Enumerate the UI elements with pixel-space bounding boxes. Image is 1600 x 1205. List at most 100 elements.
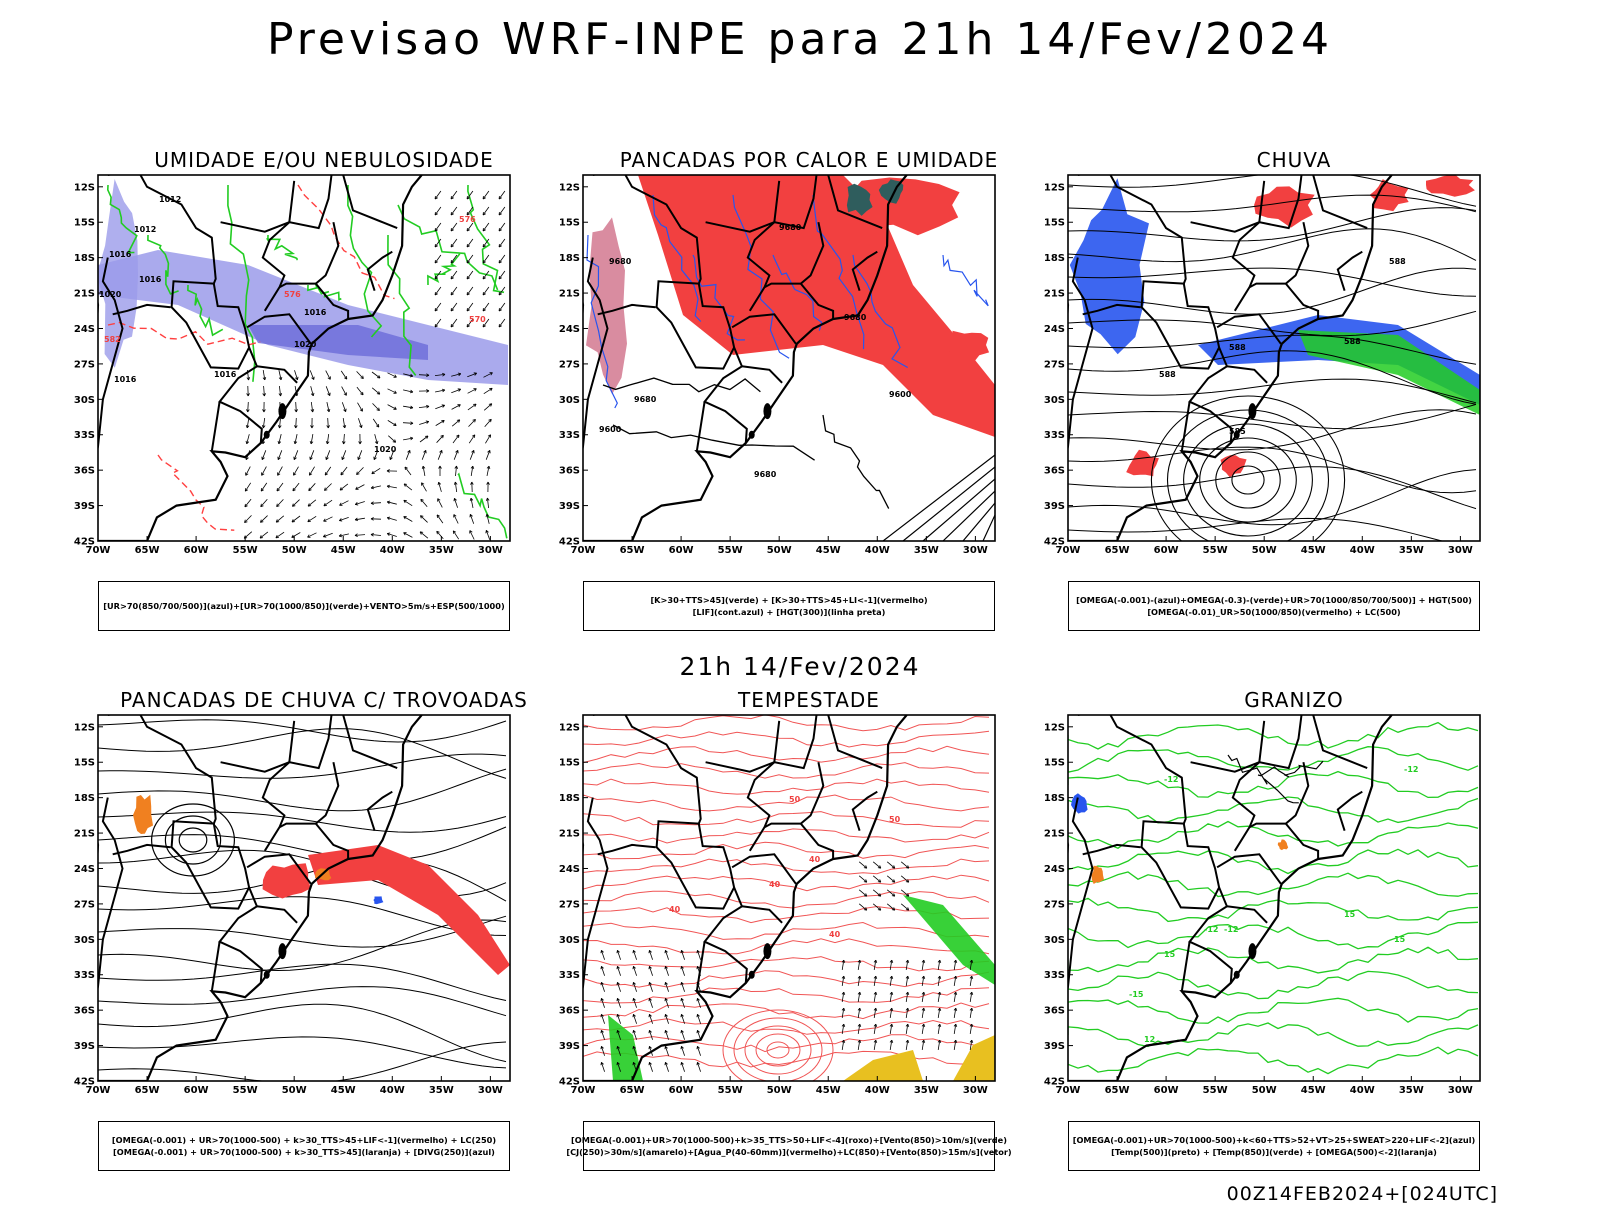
lat-tick-label: 12S [559,722,580,733]
map-chuva: 58858858858858512S15S18S21S24S27S30S33S3… [1044,172,1544,592]
lon-tick-label: 40W [1350,1085,1375,1096]
lagoa-mirim [264,431,270,439]
legend-line: [UR>70(850/700/500)](azul)+[UR>70(1000/8… [103,600,504,612]
lon-tick-label: 40W [1350,545,1375,556]
lon-tick-label: 45W [331,545,356,556]
lat-tick-label: 18S [559,253,580,264]
lon-tick-label: 50W [1252,1085,1277,1096]
lon-tick-label: 35W [914,1085,939,1096]
panel-title: PANCADAS DE CHUVA C/ TROVOADAS [74,688,574,712]
legend-line: [OMEGA(-0.001)-(azul)+OMEGA(-0.3)-(verde… [1076,594,1472,606]
lat-tick-label: 24S [74,324,95,335]
lat-tick-label: 15S [559,218,580,229]
lat-tick-label: 36S [74,466,95,477]
lon-tick-label: 50W [282,1085,307,1096]
lon-tick-label: 40W [865,545,890,556]
main-title: Previsao WRF-INPE para 21h 14/Fev/2024 [0,14,1600,65]
contour-label: 15 [1164,950,1176,959]
legend-line: [OMEGA(-0.001) + UR>70(1000-500) + k>30_… [113,1146,495,1158]
lat-tick-label: 27S [559,359,580,370]
map-background [583,715,995,1081]
lat-tick-label: 21S [559,289,580,300]
lon-tick-label: 35W [429,1085,454,1096]
contour-label: 1016 [214,370,237,379]
lagoa-dos-patos [1248,403,1256,419]
legend-line: [CJ(250)>30m/s](amarelo)+[Agua_P(40-60mm… [566,1146,1011,1158]
lon-tick-label: 70W [86,545,111,556]
lon-tick-label: 65W [620,1085,645,1096]
lat-tick-label: 39S [559,1041,580,1052]
lon-tick-label: 35W [1399,1085,1424,1096]
lon-tick-label: 65W [1105,1085,1130,1096]
lat-tick-label: 27S [74,899,95,910]
lat-tick-label: 33S [1044,970,1065,981]
contour-label: 9680 [779,223,802,232]
legend-line: [Temp(500)](preto) + [Temp(850)](verde) … [1111,1146,1437,1158]
contour-label: -15 [1129,990,1144,999]
lon-tick-label: 40W [380,1085,405,1096]
contour-label: 9680 [754,470,777,479]
lat-tick-label: 24S [1044,324,1065,335]
contour-label: 40 [809,855,821,864]
contour-label: 582 [104,335,121,344]
lat-tick-label: 30S [559,395,580,406]
lat-tick-label: 30S [74,935,95,946]
lon-tick-label: 45W [1301,545,1326,556]
lat-tick-label: 15S [74,218,95,229]
lon-tick-label: 55W [718,545,743,556]
lon-tick-label: 70W [571,1085,596,1096]
lon-tick-label: 50W [767,1085,792,1096]
lat-tick-label: 36S [1044,466,1065,477]
contour-label: 588 [1229,343,1246,352]
contour-label: 1020 [99,290,122,299]
lat-tick-label: 36S [559,466,580,477]
lat-tick-label: 33S [74,430,95,441]
lat-tick-label: 39S [559,501,580,512]
lon-tick-label: 30W [963,545,988,556]
lon-tick-label: 35W [429,545,454,556]
legend-box: [K>30+TTS>45](verde) + [K>30+TTS>45+LI<-… [583,581,995,631]
lat-tick-label: 27S [1044,899,1065,910]
lon-tick-label: 30W [963,1085,988,1096]
lon-tick-label: 45W [1301,1085,1326,1096]
lon-tick-label: 70W [571,545,596,556]
contour-label: -12 [1224,925,1238,934]
lon-tick-label: 60W [1154,1085,1179,1096]
map-umidade: 1012101610121016102010161016101610201020… [74,172,574,592]
mid-title: 21h 14/Fev/2024 [0,652,1600,681]
lat-tick-label: 30S [1044,395,1065,406]
contour-label: 15 [1394,935,1406,944]
contour-label: 588 [1389,257,1406,266]
legend-box: [UR>70(850/700/500)](azul)+[UR>70(1000/8… [98,581,510,631]
lon-tick-label: 55W [718,1085,743,1096]
lon-tick-label: 60W [184,545,209,556]
legend-line: [LIF](cont.azul) + [HGT(300)](linha pret… [693,606,886,618]
map-layer: 1012101610121016102010161016101610201020… [74,172,510,541]
lagoa-mirim [749,971,755,979]
contour-label: 40 [669,905,681,914]
lagoa-dos-patos [763,403,771,419]
contour-label: 9680 [609,257,632,266]
lon-tick-label: 35W [914,545,939,556]
lat-tick-label: 39S [1044,1041,1065,1052]
lon-tick-label: 35W [1399,545,1424,556]
lon-tick-label: 65W [135,1085,160,1096]
lat-tick-label: 12S [1044,182,1065,193]
contour-label: 576 [284,290,301,299]
lon-tick-label: 45W [816,1085,841,1096]
lat-tick-label: 15S [1044,758,1065,769]
lon-tick-label: 70W [86,1085,111,1096]
lon-tick-label: 60W [1154,545,1179,556]
lon-tick-label: 65W [620,545,645,556]
lat-tick-label: 27S [1044,359,1065,370]
lon-tick-label: 50W [282,545,307,556]
lat-tick-label: 36S [1044,1006,1065,1017]
lat-tick-label: 39S [74,1041,95,1052]
legend-line: [OMEGA(-0.001)+UR>70(1000-500)+k<60+TTS>… [1073,1134,1476,1146]
lat-tick-label: 12S [559,182,580,193]
lat-tick-label: 18S [559,793,580,804]
legend-box: [OMEGA(-0.001)+UR>70(1000-500)+k>35_TTS>… [583,1121,995,1171]
